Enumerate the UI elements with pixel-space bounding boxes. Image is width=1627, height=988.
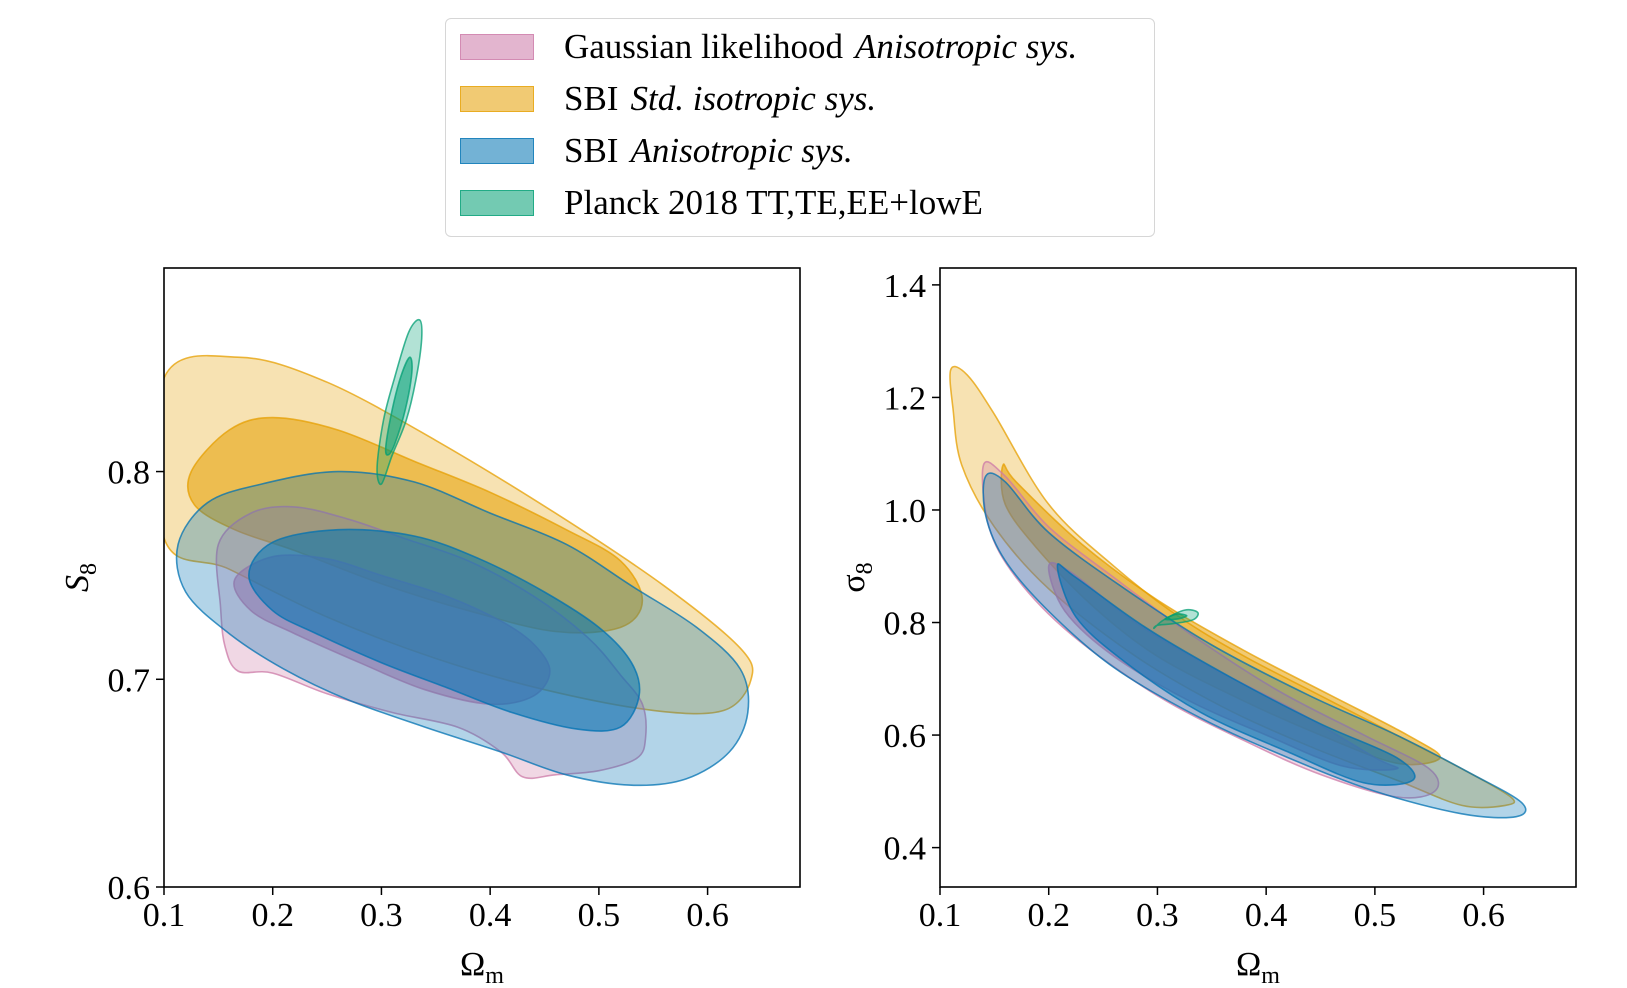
chart-panel-right: 0.1 0.2 0.3 0.4 0.5 0.6 0.4 0.6 0.8 1.0 1.2 1.4 Ωm σ8 [835, 267, 1577, 988]
legend-label: Planck 2018 TT,TE,EE+lowE [564, 183, 983, 222]
y-tick-label: 0.4 [884, 831, 927, 868]
x-tick-label: 0.4 [469, 897, 512, 934]
legend-entry-sbi-isotropic: SBI Std. isotropic sys. [460, 79, 876, 119]
y-tick-label: 1.0 [884, 493, 927, 530]
x-tick-label: 0.2 [251, 897, 294, 934]
contour-2-inner [1056, 562, 1416, 786]
x-tick-label: 0.3 [1136, 897, 1179, 934]
legend-swatch [460, 34, 534, 60]
x-axis-label: Ωm [1236, 946, 1280, 988]
y-tick-label: 0.8 [884, 606, 927, 643]
plot-frame [939, 267, 1577, 888]
x-tick-label: 0.2 [1027, 897, 1070, 934]
plot-area [949, 365, 1527, 819]
contour-3-inner [384, 356, 413, 456]
y-tick-label: 0.6 [108, 870, 151, 907]
contour-3-inner [1164, 613, 1188, 621]
plot-frame [163, 267, 801, 888]
x-tick-label: 0.6 [1462, 897, 1505, 934]
plot-area [164, 318, 754, 787]
x-tick-label: 0.1 [919, 897, 962, 934]
y-axis-label: S8 [59, 563, 102, 592]
x-tick-label: 0.6 [686, 897, 729, 934]
legend-swatch [460, 138, 534, 164]
y-tick-label: 0.6 [884, 718, 927, 755]
legend-entry-sbi-anisotropic: SBI Anisotropic sys. [460, 131, 853, 171]
legend-label-suffix: Anisotropic sys. [855, 27, 1078, 66]
legend-label: Gaussian likelihood [564, 27, 843, 66]
legend-label: SBI [564, 131, 619, 170]
y-axis-label: σ8 [835, 562, 878, 592]
legend-label-suffix: Std. isotropic sys. [630, 79, 877, 118]
chart-panel-left: 0.1 0.2 0.3 0.4 0.5 0.6 0.6 0.7 0.8 Ωm S8 [59, 267, 801, 988]
legend-swatch [460, 190, 534, 216]
legend-swatch [460, 86, 534, 112]
x-tick-label: 0.5 [1354, 897, 1397, 934]
x-tick-label: 0.5 [578, 897, 621, 934]
x-axis-label: Ωm [460, 946, 504, 988]
y-tick-label: 1.2 [884, 380, 927, 417]
y-tick-label: 0.8 [108, 455, 151, 492]
x-tick-label: 0.4 [1245, 897, 1288, 934]
y-tick-label: 1.4 [884, 268, 927, 305]
contour-2-inner [247, 528, 641, 732]
legend-label-suffix: Anisotropic sys. [630, 131, 853, 170]
contour-2-outer [982, 472, 1527, 819]
legend-entry-gaussian: Gaussian likelihood Anisotropic sys. [460, 27, 1077, 67]
y-tick-label: 0.7 [108, 662, 151, 699]
legend-entry-planck: Planck 2018 TT,TE,EE+lowE [460, 183, 995, 223]
x-tick-label: 0.1 [143, 897, 186, 934]
legend: Gaussian likelihood Anisotropic sys. SBI S… [445, 18, 1155, 237]
legend-label: SBI [564, 79, 619, 118]
x-tick-label: 0.3 [360, 897, 403, 934]
